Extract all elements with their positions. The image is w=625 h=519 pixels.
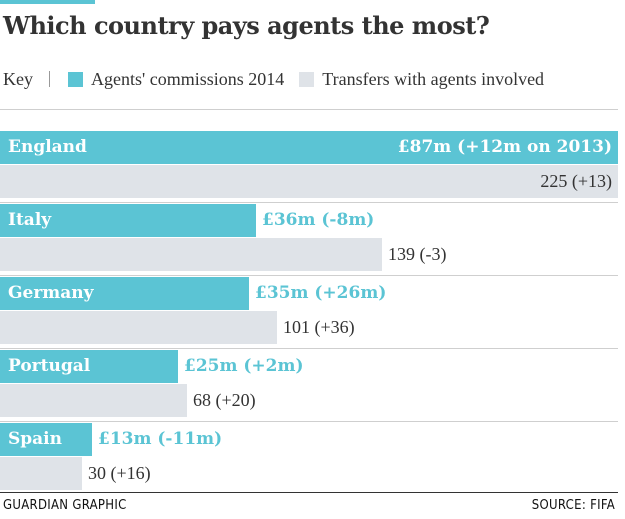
legend-label-transfers: Transfers with agents involved [322, 68, 545, 89]
commission-bar-portugal [0, 350, 178, 383]
transfers-bar-portugal [0, 384, 187, 417]
transfers-label-spain: 30 (+16) [88, 463, 151, 483]
row-divider [0, 421, 618, 422]
transfers-bar-italy [0, 238, 382, 271]
row-divider [0, 348, 618, 349]
commission-bar-england [0, 131, 618, 164]
footer-source: SOURCE: FIFA [531, 498, 615, 513]
country-label-italy: Italy [8, 210, 52, 230]
commission-label-portugal: £25m (+2m) [184, 356, 304, 376]
row-divider [0, 275, 618, 276]
legend-key-label: Key [3, 68, 33, 89]
commission-label-germany: £35m (+26m) [255, 283, 387, 303]
commission-bar-italy [0, 204, 256, 237]
transfers-label-portugal: 68 (+20) [193, 390, 256, 410]
transfers-label-england: 225 (+13) [540, 171, 612, 191]
header-divider [0, 109, 618, 110]
legend-label-commissions: Agents' commissions 2014 [91, 68, 285, 89]
legend-swatch-transfers [299, 71, 315, 87]
chart-title: Which country pays agents the most? [3, 11, 490, 40]
commission-bar-germany [0, 277, 249, 310]
legend-separator [49, 71, 50, 87]
transfers-bar-spain [0, 457, 82, 490]
commission-label-spain: £13m (-11m) [98, 429, 223, 449]
footer-credit: GUARDIAN GRAPHIC [3, 498, 127, 513]
country-label-germany: Germany [8, 283, 94, 303]
footer-divider [0, 492, 618, 493]
commission-bar-spain [0, 423, 92, 456]
transfers-label-italy: 139 (-3) [388, 244, 447, 264]
commission-label-england: £87m (+12m on 2013) [397, 137, 612, 157]
transfers-label-germany: 101 (+36) [283, 317, 355, 337]
transfers-bar-england [0, 165, 618, 198]
accent-top-rule [0, 0, 95, 4]
country-label-portugal: Portugal [8, 356, 91, 376]
row-divider [0, 202, 618, 203]
transfers-bar-germany [0, 311, 277, 344]
country-label-england: England [8, 137, 87, 157]
commission-label-italy: £36m (-8m) [262, 210, 375, 230]
legend-swatch-commissions [68, 71, 83, 87]
country-label-spain: Spain [8, 429, 62, 449]
legend: Key Agents' commissions 2014 Transfers w… [3, 68, 544, 90]
